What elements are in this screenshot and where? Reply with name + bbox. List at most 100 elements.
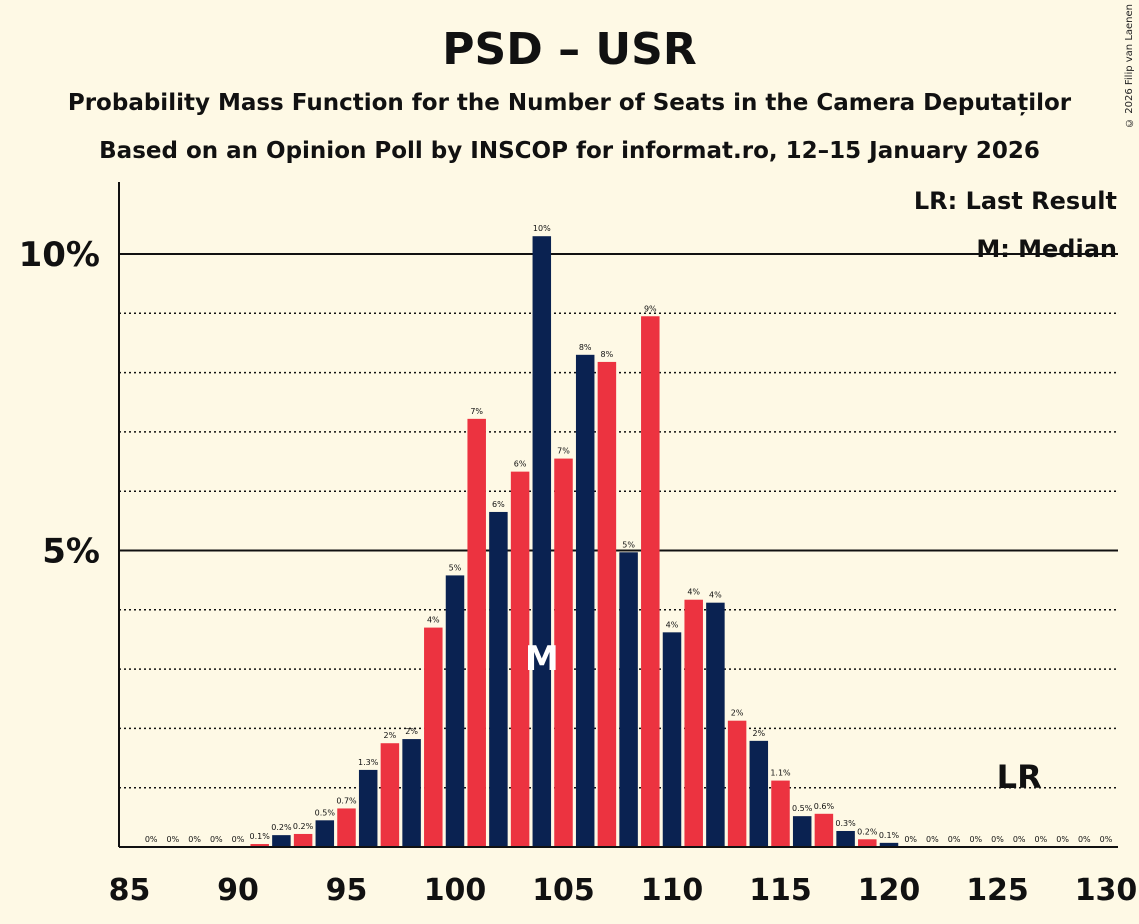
chart-source: Based on an Opinion Poll by INSCOP for i… [99,138,1040,164]
bar-label-86: 0% [145,835,158,844]
x-tick-label: 90 [217,873,259,908]
bar-label-127: 0% [1035,835,1048,844]
y-tick-label: 5% [42,532,100,572]
bar-100 [445,575,465,847]
bar-label-126: 0% [1013,835,1026,844]
bar-label-91: 0.1% [250,832,271,841]
bar-95 [337,808,356,847]
bar-98 [402,739,421,847]
bar-label-92: 0.2% [271,823,292,832]
bar-92 [272,835,291,847]
bar-label-116: 0.5% [792,804,813,813]
bar-label-130: 0% [1100,835,1113,844]
bar-97 [380,743,400,847]
x-tick-label: 130 [1075,873,1138,908]
bar-label-112: 4% [709,591,722,600]
bar-103 [510,471,530,847]
bar-label-119: 0.2% [857,827,878,836]
bar-label-124: 0% [969,835,982,844]
bar-102 [489,511,508,847]
bar-label-97: 2% [384,731,397,740]
bar-label-129: 0% [1078,835,1091,844]
bar-116 [792,816,812,847]
bar-value-labels: 0% 0% 0% 0% 0% 0.1%0.2% 0.2%0.5%0.7%1.3%2% 2%4%… [145,224,1113,844]
x-tick-label: 115 [749,873,812,908]
x-tick-label: 100 [424,873,487,908]
x-tick-label: 85 [109,873,151,908]
bar-label-101: 7% [470,407,483,416]
axes: 5% 10% 85 90 95 100 105 110 115 120 125 130 [19,182,1138,908]
bar-label-95: 0.7% [336,796,357,805]
bar-label-98: 2% [405,727,418,736]
bar-label-103: 6% [514,460,527,469]
markers: M LR [525,639,1042,796]
bar-label-111: 4% [687,588,700,597]
bar-110 [662,632,682,847]
bar-label-89: 0% [210,835,223,844]
bar-label-96: 1.3% [358,758,379,767]
bar-94 [315,820,335,847]
bar-label-128: 0% [1056,835,1069,844]
last-result-marker: LR [997,758,1042,796]
bar-109 [641,316,660,847]
bar-label-94: 0.5% [315,808,336,817]
x-tick-label: 105 [532,873,595,908]
bar-label-87: 0% [167,835,180,844]
bar-label-117: 0.6% [814,802,835,811]
bar-label-122: 0% [926,835,939,844]
bar-label-93: 0.2% [293,822,314,831]
bar-112 [706,602,725,847]
bar-99 [424,627,443,847]
legend: LR: Last Result M: Median [914,187,1117,263]
legend-entry-0: LR: Last Result [914,187,1117,215]
x-tick-label: 120 [858,873,921,908]
bar-120 [879,842,899,847]
bar-label-104: 10% [533,224,551,233]
bar-label-105: 7% [557,447,570,456]
bar-label-102: 6% [492,500,505,509]
bar-108 [619,552,638,847]
x-tick-label: 95 [326,873,368,908]
bar-91 [250,844,269,847]
bar-label-121: 0% [904,835,917,844]
bar-111 [684,599,703,847]
bar-label-88: 0% [188,835,201,844]
chart-subtitle: Probability Mass Function for the Number… [67,90,1072,116]
median-marker: M [525,639,559,679]
bar-label-109: 9% [644,304,657,313]
bar-106 [575,354,595,847]
bar-label-118: 0.3% [835,819,856,828]
bar-96 [358,769,378,847]
bar-label-99: 4% [427,616,440,625]
gridlines [119,253,1118,789]
x-tick-label: 110 [641,873,704,908]
bar-117 [814,813,834,847]
bar-113 [727,720,747,847]
x-tick-label: 125 [966,873,1029,908]
chart-title: PSD – USR [442,24,697,75]
bar-label-106: 8% [579,343,592,352]
legend-entry-1: M: Median [976,235,1117,263]
bar-104 [532,236,552,847]
bar-label-123: 0% [948,835,961,844]
bar-label-115: 1.1% [770,769,791,778]
bar-101 [467,418,486,847]
bar-107 [597,361,617,847]
bar-label-125: 0% [991,835,1004,844]
bar-label-108: 5% [622,540,635,549]
bars [250,236,899,847]
bar-label-107: 8% [601,350,614,359]
bar-114 [749,740,769,847]
bar-label-113: 2% [731,709,744,718]
bar-93 [293,833,313,847]
bar-label-90: 0% [232,835,245,844]
bar-119 [858,839,877,847]
bar-105 [554,458,573,847]
bar-label-100: 5% [449,563,462,572]
bar-label-110: 4% [666,620,679,629]
bar-118 [836,830,855,847]
bar-label-114: 2% [752,729,765,738]
y-tick-label: 10% [19,235,100,275]
bar-label-120: 0.1% [879,831,900,840]
